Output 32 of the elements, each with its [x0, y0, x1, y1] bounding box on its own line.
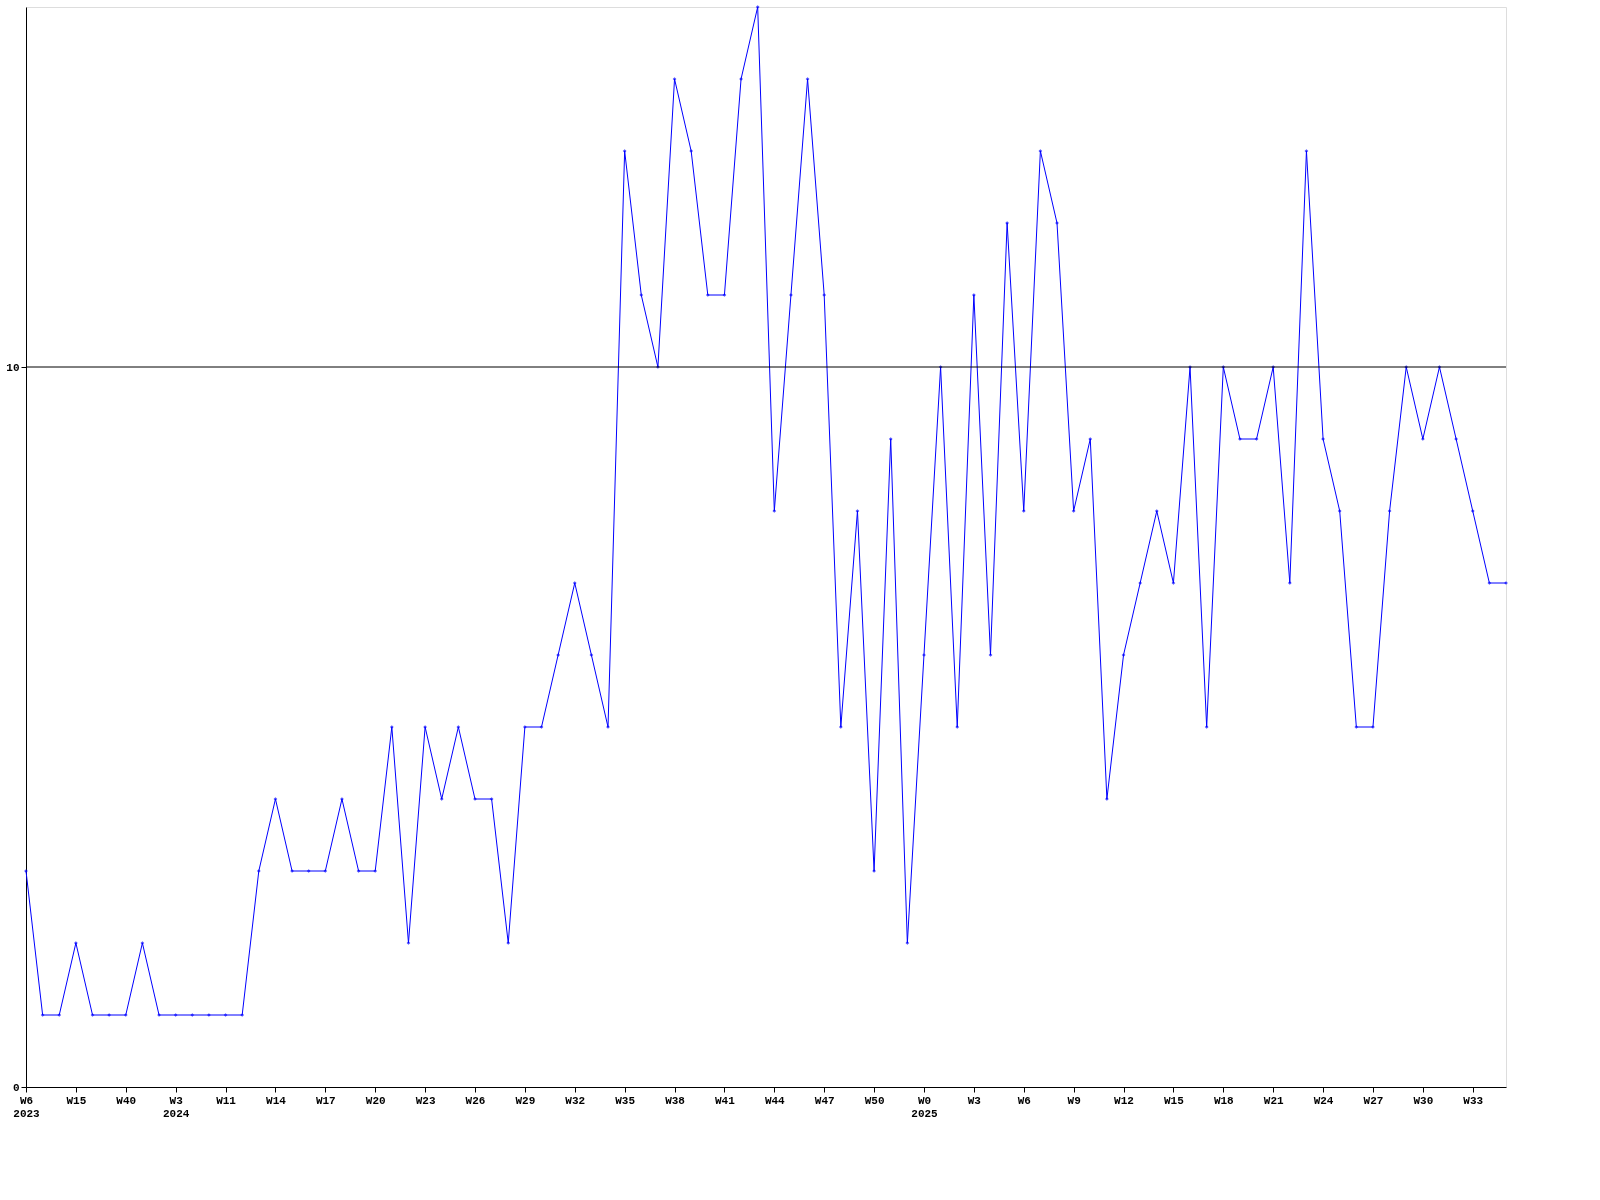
- x-tick-label: W17: [315, 1094, 336, 1107]
- x-tick-label: W33: [1463, 1094, 1484, 1107]
- x-tick-label: W23: [415, 1094, 436, 1107]
- x-tick-label: W21: [1263, 1094, 1284, 1107]
- x-tick-label: W6: [1017, 1094, 1031, 1107]
- x-tick-label: W47: [814, 1094, 835, 1107]
- x-tick-label: W38: [665, 1094, 686, 1107]
- x-tick-label: W3 2024: [162, 1094, 190, 1120]
- x-tick-label: W24: [1313, 1094, 1334, 1107]
- x-tick-label: W0 2025: [911, 1094, 939, 1120]
- x-tick-label: W18: [1213, 1094, 1235, 1107]
- x-tick-label: W30: [1413, 1094, 1434, 1107]
- x-tick-label: W15: [1164, 1094, 1185, 1107]
- x-tick-label: W14: [266, 1094, 287, 1107]
- x-tick-label: W6 2023: [13, 1094, 41, 1120]
- x-tick-label: W15: [66, 1094, 87, 1107]
- x-tick-label: W35: [615, 1094, 636, 1107]
- x-tick-label: W50: [864, 1094, 885, 1107]
- x-tick-label: W26: [465, 1094, 486, 1107]
- x-tick-label: W20: [365, 1094, 386, 1107]
- y-tick-label: 10: [6, 361, 20, 374]
- x-tick-label: W12: [1114, 1094, 1134, 1107]
- x-tick-label: W3: [967, 1094, 982, 1107]
- x-tick-label: W40: [116, 1094, 137, 1107]
- x-tick-label: W11: [216, 1094, 237, 1107]
- x-tick-label: W32: [565, 1094, 586, 1107]
- x-tick-label: W44: [764, 1094, 786, 1107]
- x-tick-label: W27: [1363, 1094, 1384, 1107]
- y-tick-label: 0: [12, 1081, 20, 1094]
- x-tick-label: W29: [515, 1094, 536, 1107]
- x-tick-label: W9: [1067, 1094, 1081, 1107]
- x-tick-label: W41: [715, 1094, 736, 1107]
